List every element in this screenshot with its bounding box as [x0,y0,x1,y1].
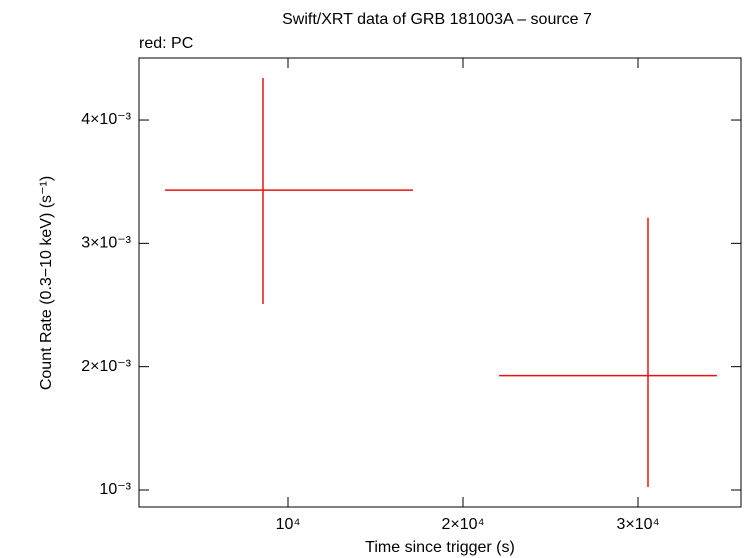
annotation: red: PC [139,35,193,52]
y-tick-label: 10⁻³ [99,481,131,498]
x-axis-label: Time since trigger (s) [365,539,515,556]
y-tick-label: 2×10⁻³ [81,358,131,375]
x-tick-label: 3×10⁴ [617,516,660,533]
y-tick-label: 4×10⁻³ [81,111,131,128]
plot-frame [138,57,742,508]
x-tick-label: 2×10⁴ [442,516,485,533]
y-tick-label: 3×10⁻³ [81,235,131,252]
x-tick-label: 10⁴ [276,516,301,533]
chart-title: Swift/XRT data of GRB 181003A – source 7 [282,11,592,28]
y-axis-label: Count Rate (0.3−10 keV) (s⁻¹) [38,176,55,390]
